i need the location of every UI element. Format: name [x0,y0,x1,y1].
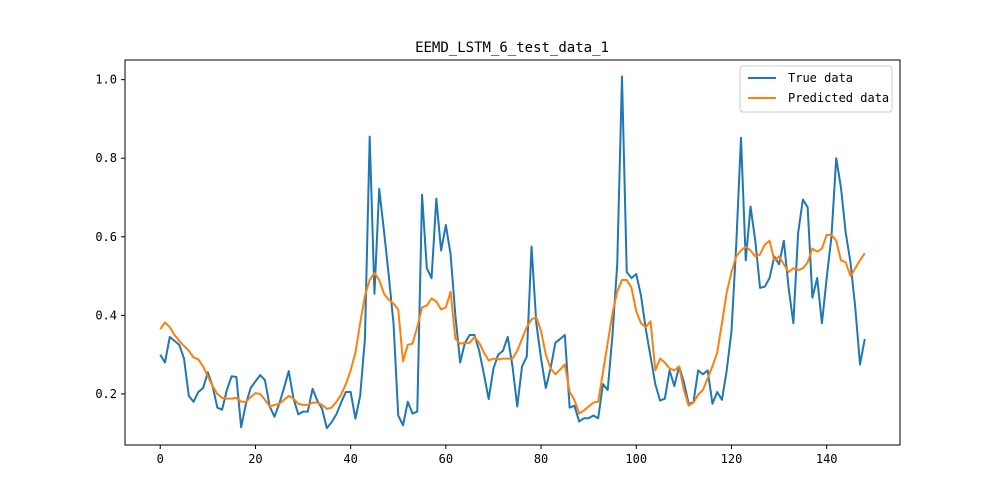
x-tick-label: 40 [343,452,357,466]
legend-box [739,65,893,113]
y-tick-label: 0.2 [95,387,117,401]
chart-title: EEMD_LSTM_6_test_data_1 [415,40,609,56]
x-axis: 0 20 40 60 80 100 120 140 [157,445,838,466]
x-tick-label: 0 [157,452,164,466]
series-line-predicted-data [159,233,866,415]
x-tick-label: 60 [439,452,453,466]
legend: True data Predicted data [739,65,893,113]
y-tick-label: 0.4 [95,308,117,322]
legend-label: Predicted data [788,91,889,105]
y-tick-label: 0.6 [95,230,117,244]
series-group [159,75,866,430]
series-line-true-data [159,75,866,430]
plot-frame [124,59,901,446]
legend-label: True data [788,71,853,85]
x-tick-label: 80 [534,452,548,466]
x-tick-label: 120 [721,452,743,466]
x-tick-label: 100 [625,452,647,466]
y-tick-label: 1.0 [95,73,117,87]
x-tick-label: 140 [816,452,838,466]
y-tick-label: 0.8 [95,151,117,165]
plot-area [124,59,901,446]
x-tick-label: 20 [248,452,262,466]
y-axis: 0.2 0.4 0.6 0.8 1.0 [95,73,125,401]
